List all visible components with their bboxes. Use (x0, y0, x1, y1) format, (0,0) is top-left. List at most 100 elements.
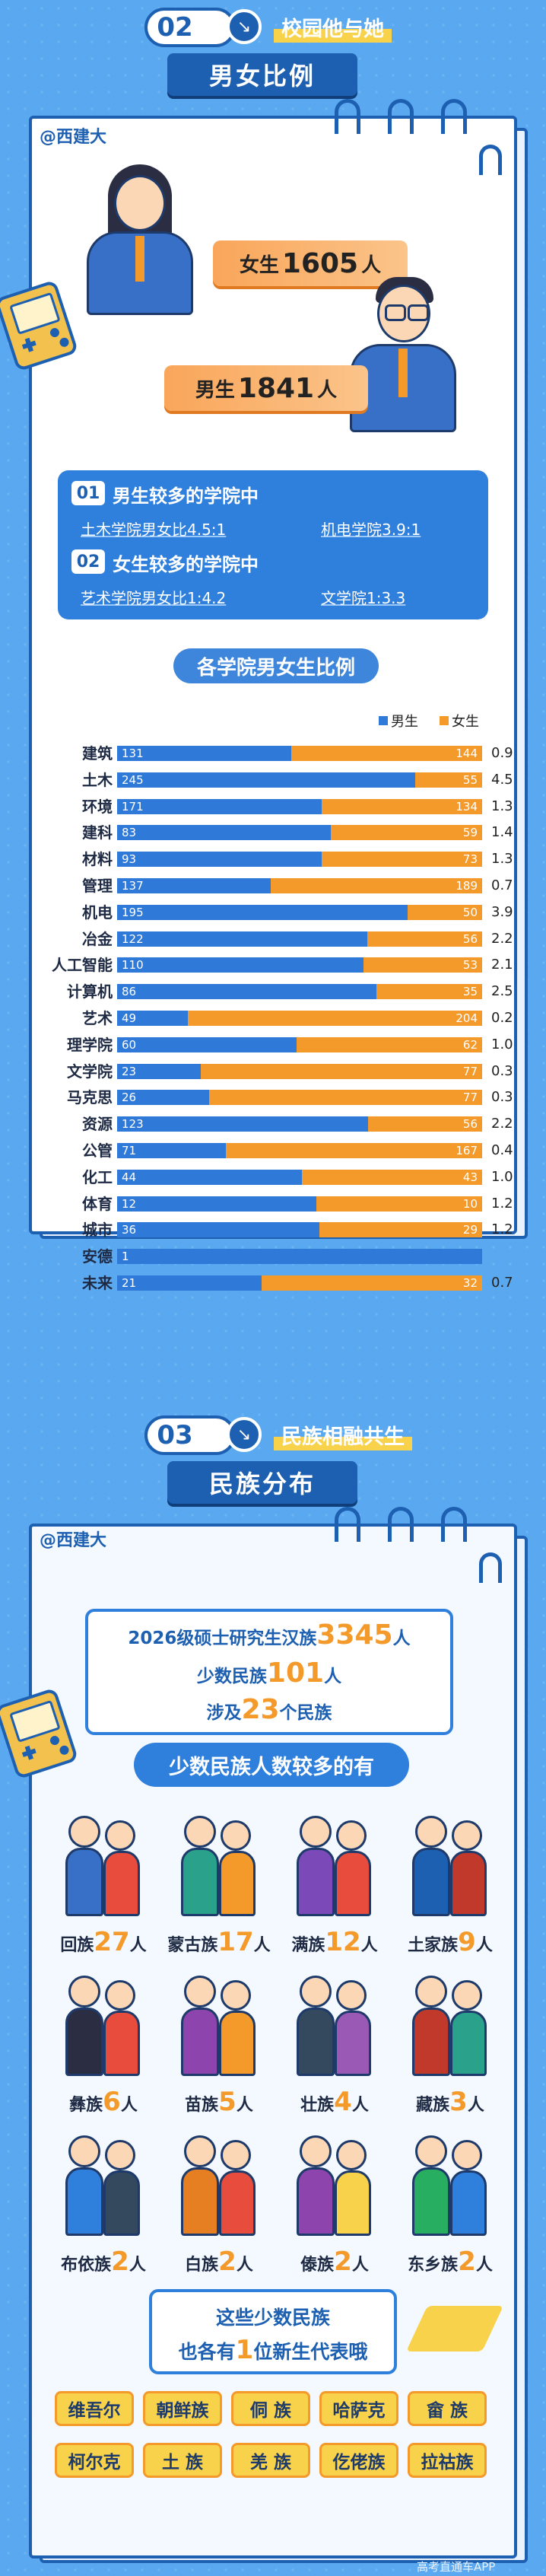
section-number-badge: 03 (144, 1415, 236, 1455)
male-bar (117, 825, 331, 841)
male-value: 12 (122, 1196, 137, 1211)
female-value: 56 (462, 931, 478, 946)
female-bar: 1 (117, 1249, 482, 1265)
costume-figures-illustration (61, 1966, 146, 2081)
male-bar (117, 1249, 482, 1265)
ethnic-tag: 畲 族 (408, 2391, 487, 2426)
category-label: 土木 (82, 770, 113, 789)
female-bar: 71 167 (117, 1143, 482, 1158)
category-label: 管理 (82, 877, 113, 895)
ratio-label: 0.2 (491, 1010, 513, 1026)
ratio-label: 1.4 (491, 824, 513, 841)
category-label: 化工 (82, 1167, 113, 1186)
ethnic-group-label: 彝族6人 (69, 2087, 138, 2117)
category-label: 计算机 (67, 982, 113, 1001)
ethnic-group-card: 蒙古族17人 (166, 1807, 272, 1966)
ratio-label: 1.3 (491, 851, 513, 868)
ethnic-tag: 哈萨克 (319, 2391, 398, 2426)
binder-ring-icon (335, 99, 360, 134)
chart-row: 安德 1 (46, 1247, 502, 1266)
female-value: 59 (462, 826, 478, 840)
ratio-label: 0.9 (491, 745, 513, 761)
female-bar: 123 56 (117, 1116, 482, 1132)
chart-row: 资源 123 56 2.2 (46, 1115, 513, 1133)
ethnic-group-card: 布依族2人 (50, 2126, 157, 2286)
chart-row: 土木 245 55 4.5 (46, 770, 513, 789)
ethnic-summary-box: 2026级硕士研究生汉族3345人 少数民族101人 涉及23个民族 (85, 1609, 453, 1735)
category-label: 建筑 (82, 744, 113, 763)
female-bar: 83 59 (117, 825, 482, 841)
male-value: 71 (122, 1144, 137, 1157)
male-bar (117, 984, 377, 1000)
male-value: 83 (122, 826, 137, 840)
chart-row: 未来 21 32 0.7 (46, 1274, 513, 1292)
male-bar (117, 1275, 262, 1291)
female-value: 53 (462, 958, 478, 973)
male-value: 21 (122, 1276, 137, 1290)
male-value: 122 (122, 931, 144, 946)
ratio-label: 2.1 (491, 957, 513, 973)
ethnic-group-label: 壮族4人 (300, 2087, 369, 2117)
author-handle: @西建大 (40, 128, 107, 147)
male-bar (117, 1036, 297, 1052)
female-value: 56 (462, 1117, 478, 1132)
ratio-label: 0.3 (491, 1089, 513, 1106)
female-bar: 60 62 (117, 1036, 482, 1052)
minority-line: 少数民族101人 (196, 1657, 342, 1689)
ethnic-group-card: 土家族9人 (397, 1807, 503, 1966)
more-male-left: 土木学院男女比4.5:1 (81, 521, 227, 539)
female-bar: 122 56 (117, 931, 482, 947)
male-bar (117, 904, 408, 920)
chart-row: 机电 195 50 3.9 (46, 903, 513, 922)
male-bar (117, 931, 367, 947)
category-label: 材料 (82, 850, 113, 869)
male-bar (117, 746, 291, 761)
male-bar (117, 1143, 227, 1158)
ratio-label: 0.4 (491, 1142, 513, 1158)
section-title: 男女比例 (167, 53, 357, 96)
chart-row: 建科 83 59 1.4 (46, 823, 513, 842)
ethnic-tag: 拉祜族 (408, 2443, 487, 2478)
ethnic-group-card: 壮族4人 (281, 1966, 388, 2126)
male-value: 245 (122, 772, 144, 787)
more-female-title: 女生较多的学院中 (113, 554, 259, 575)
more-female-left: 艺术学院男女比1:4.2 (81, 589, 227, 607)
costume-figures-illustration (176, 1807, 262, 1921)
male-bar (117, 878, 271, 893)
ratio-label: 1.2 (491, 1221, 513, 1238)
female-value: 35 (462, 985, 478, 999)
costume-figures-illustration (292, 2126, 377, 2240)
binder-ring-icon (335, 1507, 360, 1542)
male-value: 195 (122, 905, 144, 919)
section-number-badge: 02 (144, 8, 236, 47)
female-bar: 44 43 (117, 1169, 482, 1185)
female-value: 77 (462, 1091, 478, 1105)
chart-row: 理学院 60 62 1.0 (46, 1035, 513, 1054)
category-label: 机电 (82, 903, 113, 922)
section-title: 民族分布 (167, 1461, 357, 1504)
ratio-label: 0.7 (491, 1275, 513, 1291)
item-number: 02 (71, 549, 105, 574)
chart-title: 各学院男女生比例 (173, 648, 379, 683)
female-value: 62 (462, 1037, 478, 1052)
ethnic-tag: 维吾尔 (55, 2391, 134, 2426)
chart-row: 化工 44 43 1.0 (46, 1167, 513, 1186)
category-label: 冶金 (82, 929, 113, 948)
female-count: 1605 (281, 247, 359, 279)
male-bar (117, 1169, 302, 1185)
ethnic-group-card: 彝族6人 (50, 1966, 157, 2126)
female-bar: 49 204 (117, 1011, 482, 1026)
watermark: 高考直通车APP (417, 2560, 496, 2574)
groups-line: 涉及23个民族 (206, 1694, 332, 1725)
ethnic-group-label: 傣族2人 (300, 2246, 369, 2277)
chart-row: 环境 171 134 1.3 (46, 798, 513, 816)
chart-row: 马克思 26 77 0.3 (46, 1088, 513, 1107)
female-value: 144 (456, 747, 478, 760)
category-label: 理学院 (67, 1035, 113, 1054)
more-male-title: 男生较多的学院中 (113, 486, 259, 507)
costume-figures-illustration (408, 2126, 493, 2240)
female-value: 204 (456, 1011, 478, 1025)
ethnic-group-card: 满族12人 (281, 1807, 388, 1966)
section-subtitle: 民族相融共生 (274, 1420, 412, 1450)
college-ratio-box: 01 男生较多的学院中 土木学院男女比4.5:1 机电学院3.9:1 02 女生… (58, 470, 488, 619)
